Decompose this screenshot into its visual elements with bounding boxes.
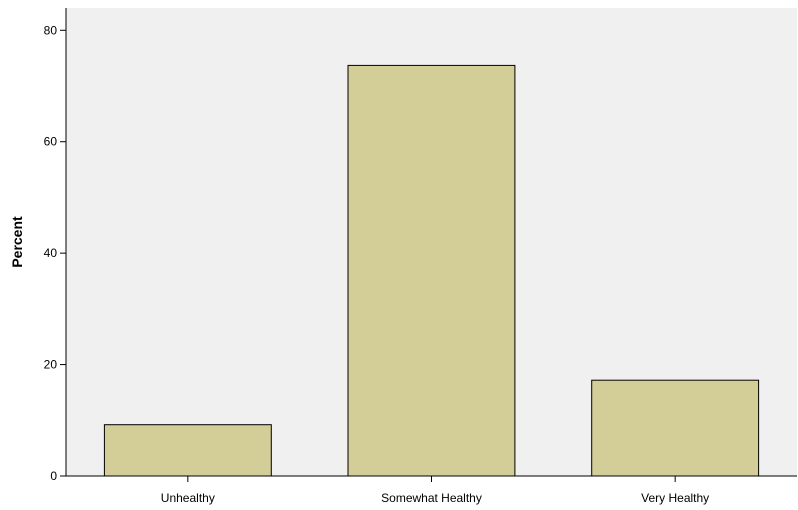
x-tick-label: Very Healthy [641, 491, 709, 505]
y-tick-label: 0 [50, 469, 57, 483]
bars-group [103, 64, 760, 477]
bar-very-healthy [591, 379, 760, 477]
x-axis: Unhealthy Somewhat Healthy Very Healthy [66, 475, 797, 505]
y-tick-label: 20 [44, 358, 58, 372]
x-tick-label: Somewhat Healthy [381, 491, 482, 505]
y-tick-label: 60 [44, 135, 58, 149]
y-axis-title: Percent [9, 216, 25, 268]
bar-somewhat-healthy [347, 64, 516, 477]
y-tick-label: 40 [44, 246, 58, 260]
x-tick-label: Unhealthy [161, 491, 215, 505]
y-axis: 0 20 40 60 80 [44, 8, 67, 483]
y-tick-label: 80 [44, 23, 58, 37]
bar-unhealthy [103, 424, 272, 477]
